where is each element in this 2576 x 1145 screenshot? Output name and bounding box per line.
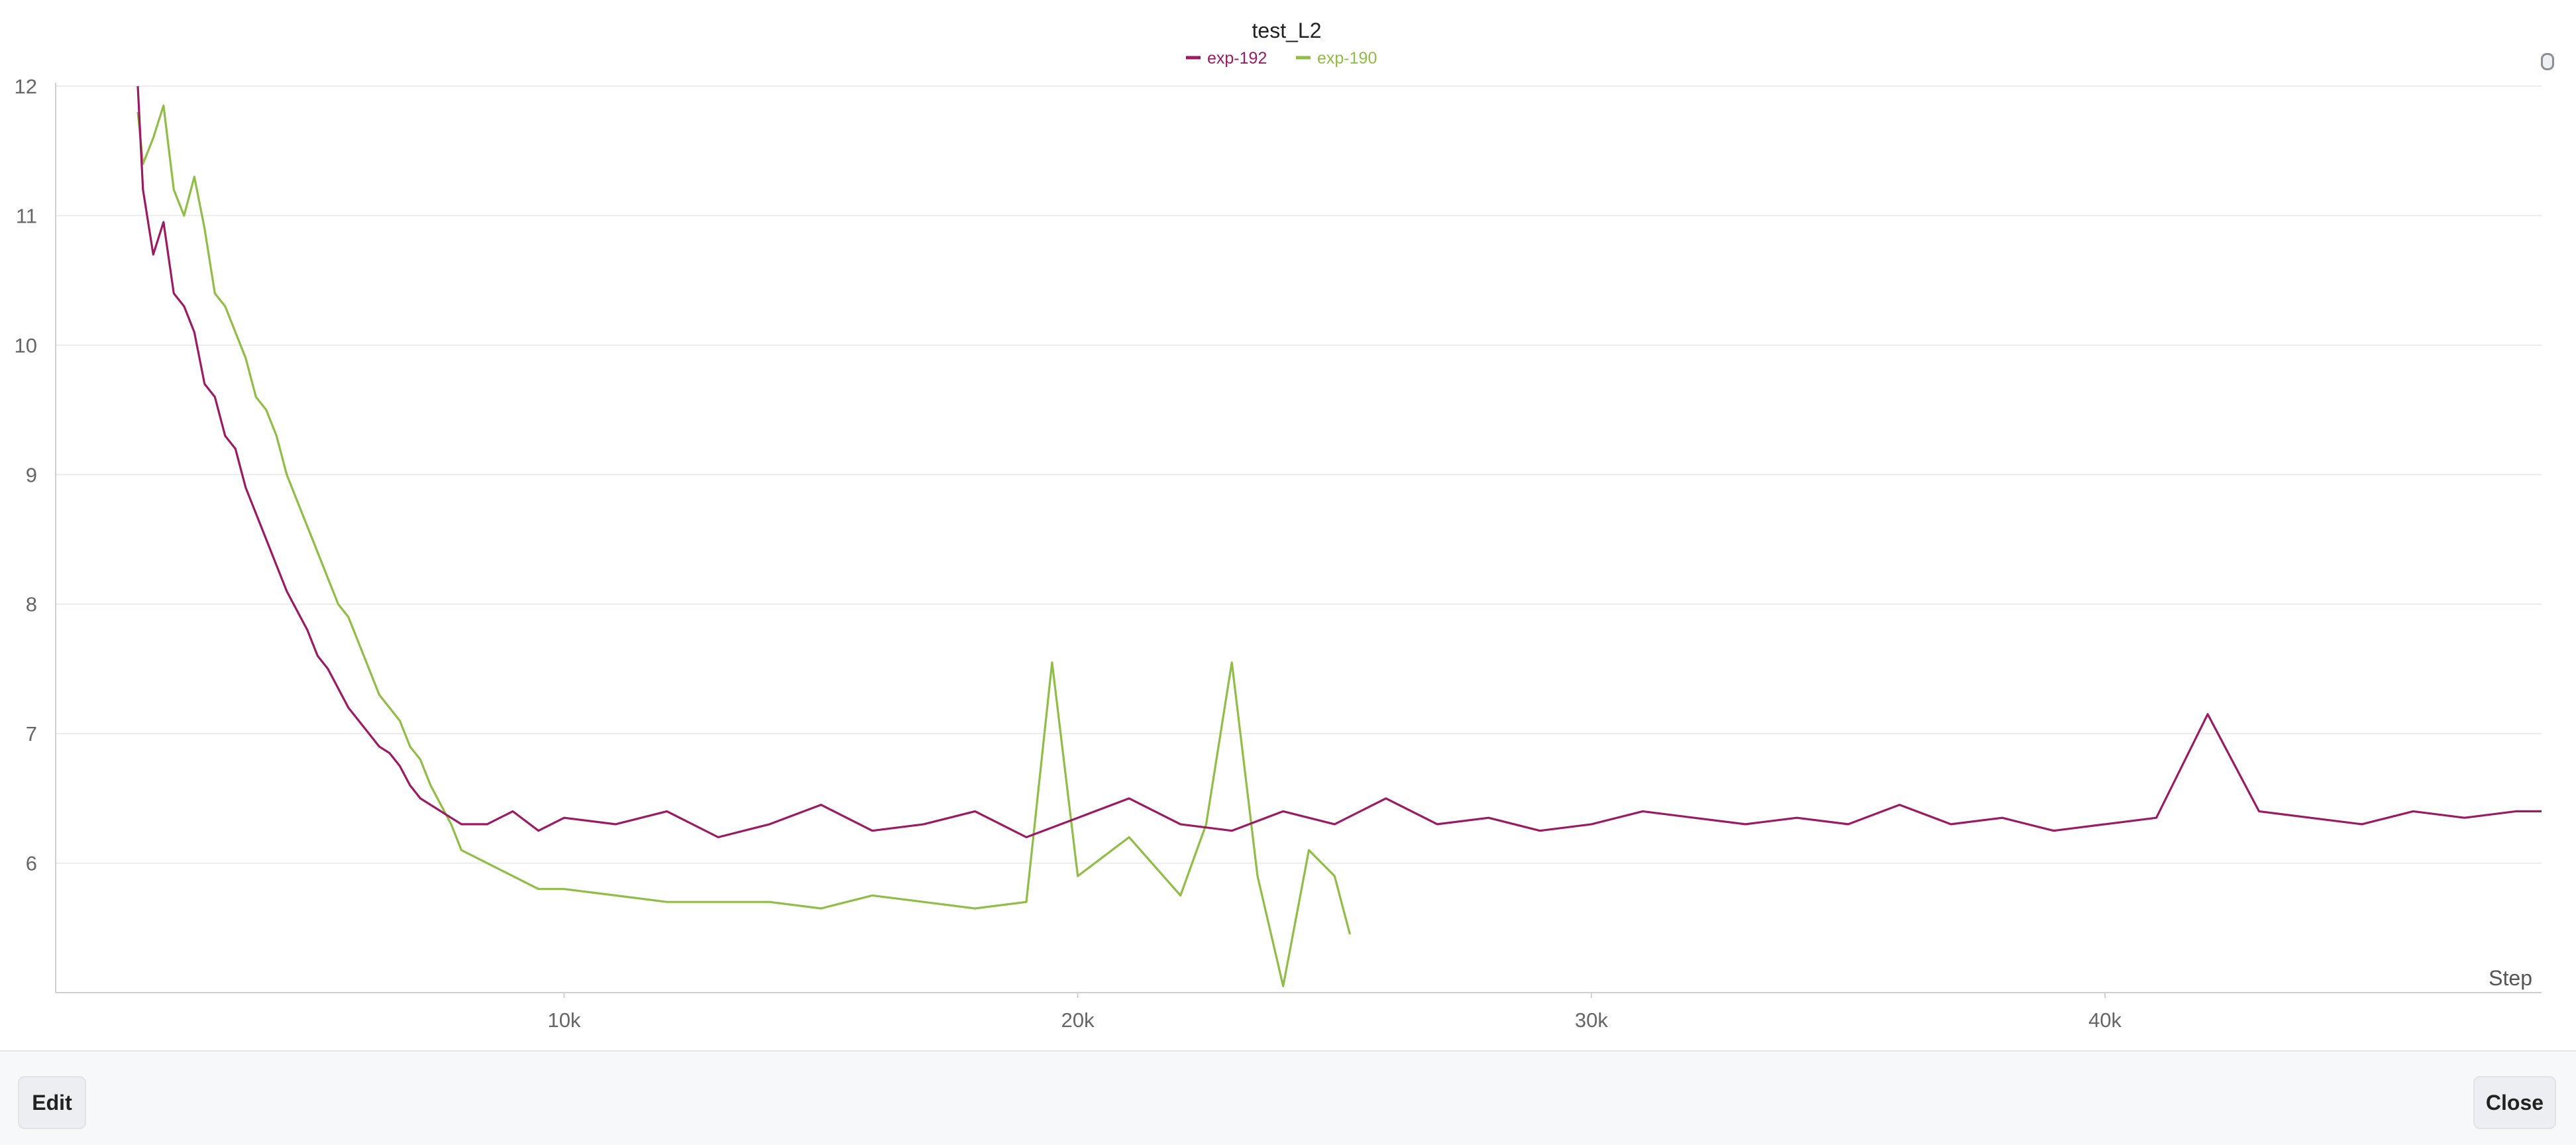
- series-layer: [138, 86, 2542, 986]
- y-tick-label: 6: [26, 852, 37, 875]
- x-tick-label: 30k: [1575, 1009, 1608, 1032]
- y-tick-label: 12: [15, 75, 37, 98]
- x-tick-label: 20k: [1061, 1009, 1095, 1032]
- chart-title: test_L2: [1252, 19, 1322, 42]
- y-tick-label: 8: [26, 593, 37, 616]
- edit-button[interactable]: Edit: [18, 1076, 86, 1129]
- y-tick-label: 11: [16, 204, 37, 227]
- y-tick-label: 9: [26, 463, 37, 486]
- line-chart: test_L2 exp-192 exp-190 6 7 8 9 10 11 12 10k 20k 3…: [0, 0, 2576, 1050]
- x-tick-label: 10k: [547, 1009, 580, 1032]
- chart-panel: test_L2 exp-192 exp-190 6 7 8 9 10 11 12 10k 20k 3…: [0, 0, 2576, 1050]
- grid-lines: [56, 86, 2542, 863]
- chart-axes: 6 7 8 9 10 11 12 10k 20k 30k 40k: [15, 75, 2542, 1032]
- legend-label: exp-190: [1317, 49, 1377, 68]
- legend-label: exp-192: [1207, 49, 1267, 68]
- series-line-exp-192: [138, 86, 2542, 838]
- series-line-exp-190: [138, 105, 1350, 986]
- close-button[interactable]: Close: [2473, 1076, 2556, 1129]
- chart-legend: exp-192 exp-190: [1186, 49, 1377, 68]
- x-tick-label: 40k: [2088, 1009, 2121, 1032]
- legend-scroll-handle[interactable]: [2541, 53, 2554, 70]
- panel-footer: Edit Close: [0, 1050, 2576, 1145]
- y-tick-label: 10: [15, 334, 37, 357]
- y-tick-label: 7: [26, 722, 37, 745]
- x-axis-label: Step: [2489, 966, 2532, 990]
